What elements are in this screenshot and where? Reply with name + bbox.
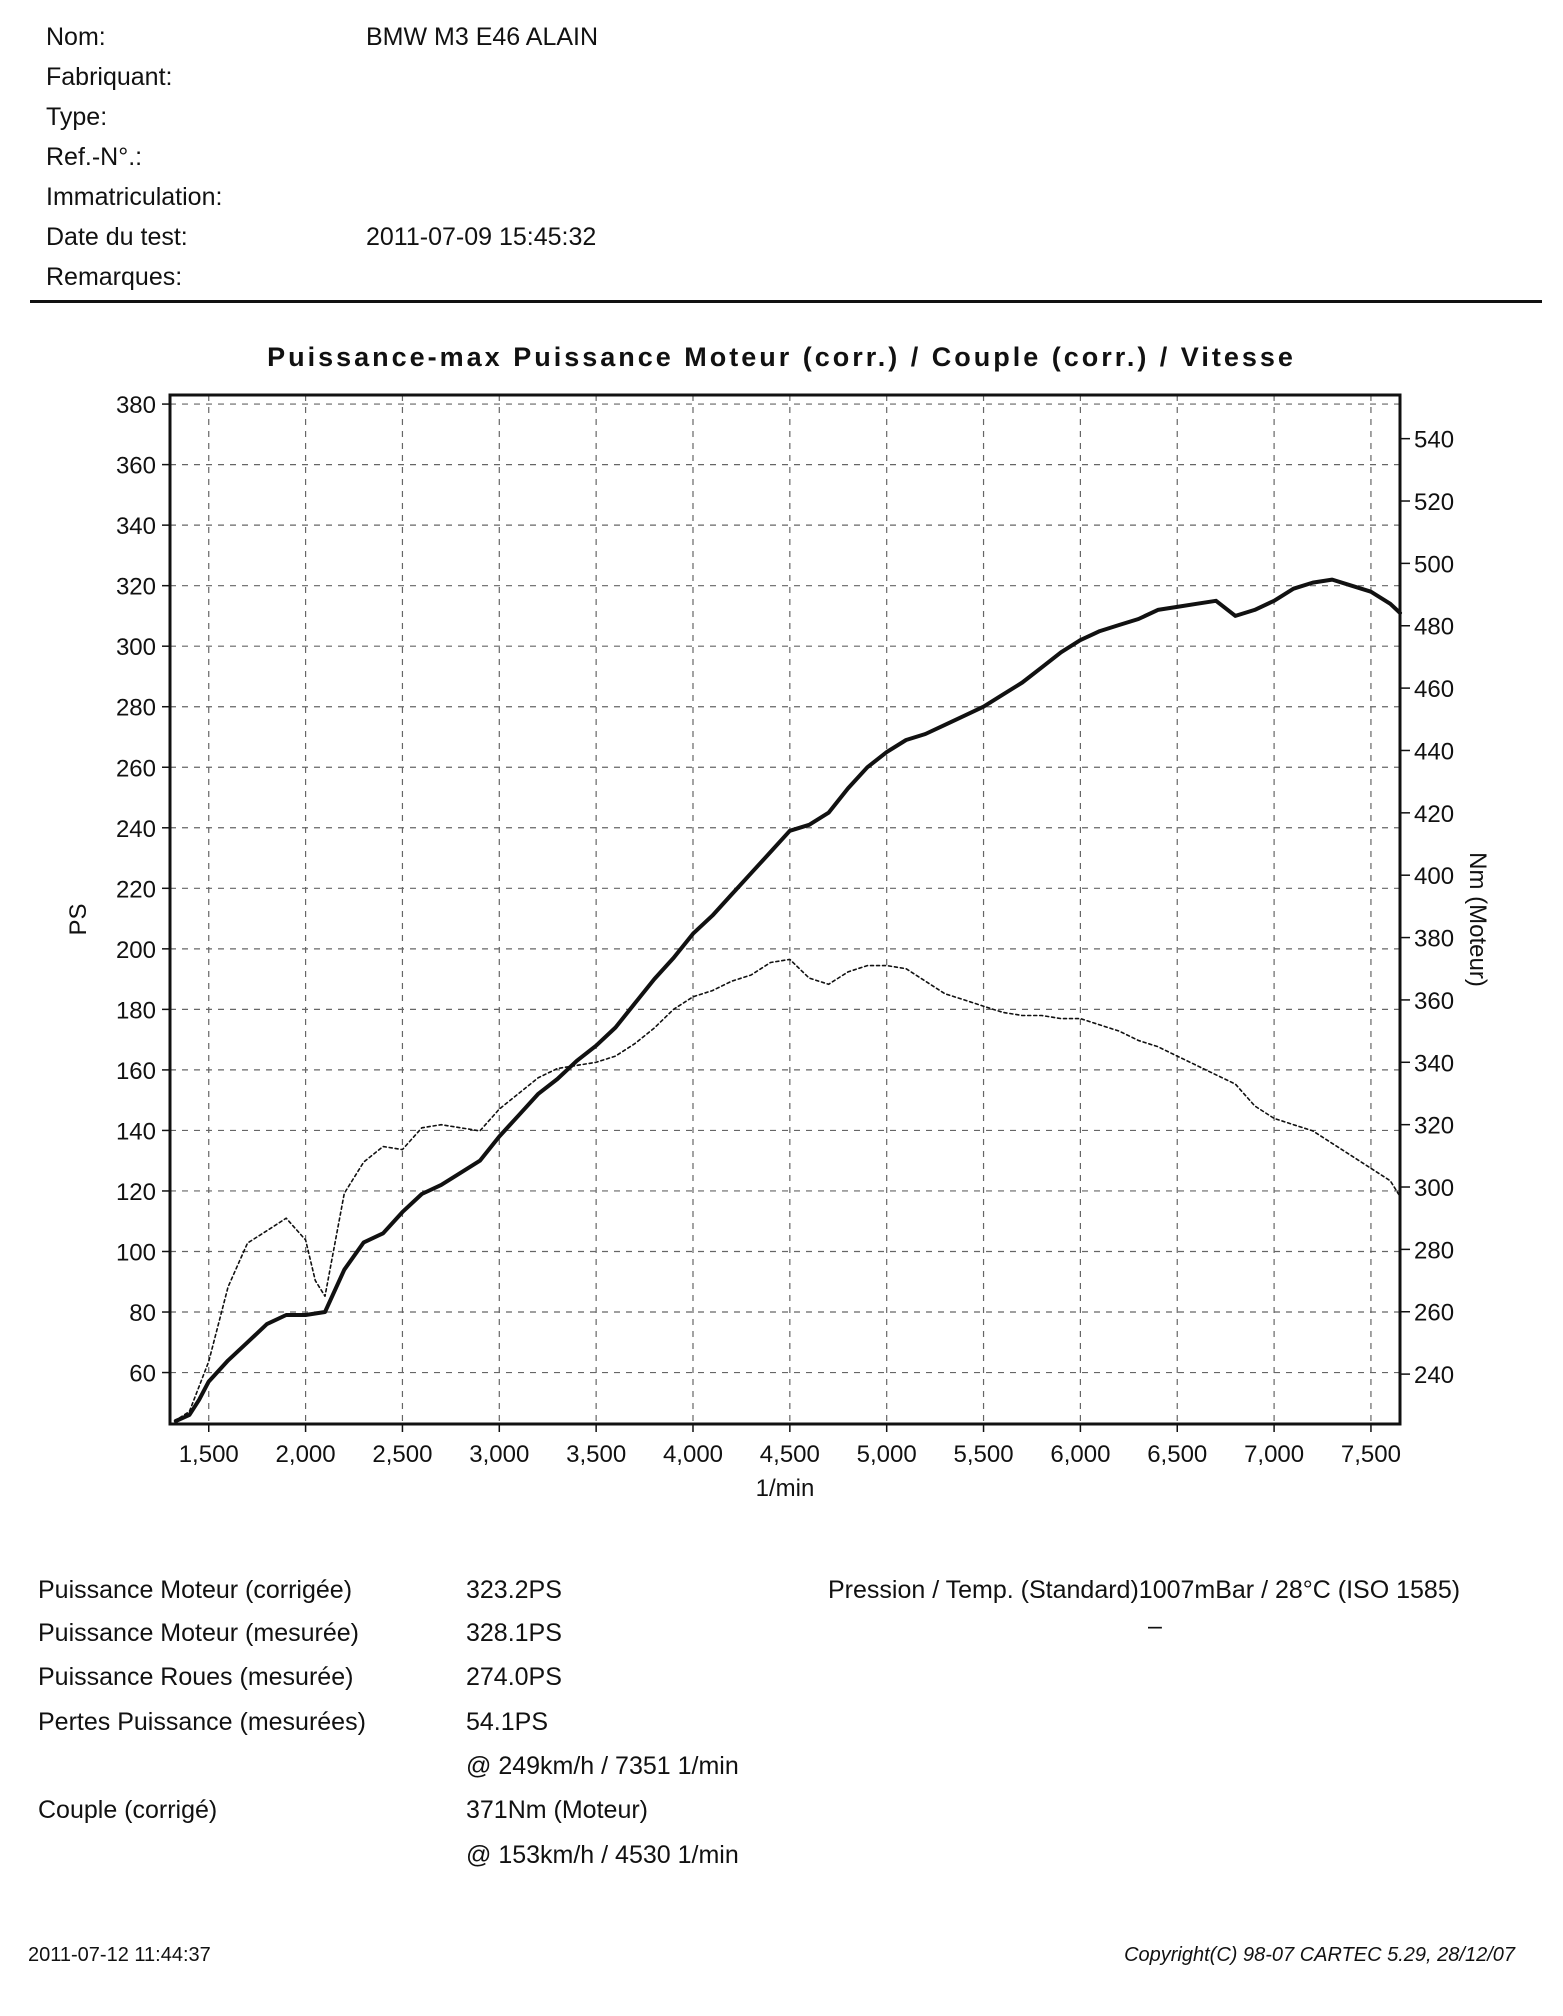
- y-right-tick-label: 380: [1414, 926, 1454, 953]
- field-label: Ref.-N°.:: [46, 143, 143, 171]
- y-left-tick-label: 140: [116, 1118, 156, 1145]
- x-tick-label: 1,500: [179, 1441, 239, 1468]
- pressure-dash: –: [1148, 1612, 1162, 1640]
- result-value: 274.0PS: [466, 1663, 562, 1691]
- y-right-tick-label: 240: [1414, 1362, 1454, 1389]
- chart-title: Puissance-max Puissance Moteur (corr.) /…: [267, 342, 1296, 372]
- copyright-notice: Copyright(C) 98-07 CARTEC 5.29, 28/12/07: [1124, 1944, 1515, 1966]
- field-label: Immatriculation:: [46, 183, 223, 211]
- y-right-tick-label: 460: [1414, 676, 1454, 703]
- x-tick-label: 7,000: [1244, 1441, 1304, 1468]
- y-right-tick-label: 300: [1414, 1175, 1454, 1202]
- y-right-tick-label: 420: [1414, 801, 1454, 828]
- field-value: 2011-07-09 15:45:32: [366, 223, 597, 251]
- result-label: Puissance Moteur (mesurée): [38, 1619, 359, 1647]
- y-left-tick-label: 80: [129, 1300, 156, 1327]
- y-right-tick-label: 480: [1414, 614, 1454, 641]
- x-tick-label: 6,000: [1050, 1441, 1110, 1468]
- x-tick-label: 5,500: [954, 1441, 1014, 1468]
- dyno-chart: 1,500 2,000 2,500 3,000 3,500 4,000 4,500 5,000…: [65, 392, 1491, 1502]
- y-left-tick-label: 320: [116, 574, 156, 601]
- result-value: 371Nm (Moteur): [466, 1796, 648, 1824]
- result-label: Puissance Roues (mesurée): [38, 1663, 354, 1691]
- y-right-tick-label: 500: [1414, 551, 1454, 578]
- result-value: 328.1PS: [466, 1619, 562, 1647]
- field-label: Fabriquant:: [46, 63, 173, 91]
- x-tick-label: 4,000: [663, 1441, 723, 1468]
- print-timestamp: 2011-07-12 11:44:37: [28, 1944, 211, 1966]
- x-tick-label: 6,500: [1147, 1441, 1207, 1468]
- x-tick-label: 2,000: [276, 1441, 336, 1468]
- y-left-tick-label: 280: [116, 695, 156, 722]
- x-tick-label: 3,500: [566, 1441, 626, 1468]
- y-right-tick-label: 340: [1414, 1050, 1454, 1077]
- x-tick-label: 5,000: [857, 1441, 917, 1468]
- field-label: Type:: [46, 103, 108, 131]
- pressure-temperature: Pression / Temp. (Standard)1007mBar / 28…: [828, 1576, 1461, 1604]
- field-label: Date du test:: [46, 223, 188, 251]
- field-value: BMW M3 E46 ALAIN: [366, 23, 599, 51]
- result-value: 323.2PS: [466, 1576, 562, 1604]
- y-left-tick-label: 160: [116, 1058, 156, 1085]
- result-label: Puissance Moteur (corrigée): [38, 1576, 353, 1604]
- y-left-tick-label: 200: [116, 937, 156, 964]
- y-left-tick-label: 340: [116, 513, 156, 540]
- series: [173, 577, 1402, 1423]
- y-right-tick-label: 260: [1414, 1300, 1454, 1327]
- torque-curve-line: [178, 958, 1401, 1419]
- result-value: @ 153km/h / 4530 1/min: [466, 1841, 739, 1869]
- field-label: Nom:: [46, 23, 106, 51]
- results-panel: Puissance Moteur (corrigée) 323.2PS Puis…: [38, 1576, 1538, 1896]
- y-right-tick-label: 400: [1414, 863, 1454, 890]
- result-value: 54.1PS: [466, 1708, 549, 1736]
- y-left-tick-label: 60: [129, 1361, 156, 1388]
- grid: [170, 395, 1400, 1424]
- plot-frame: [168, 393, 1402, 1426]
- field-label: Remarques:: [46, 263, 183, 291]
- y-left-tick-label: 220: [116, 876, 156, 903]
- x-axis-label: 1/min: [756, 1475, 815, 1502]
- y-left-tick-label: 260: [116, 755, 156, 782]
- x-tick-label: 7,500: [1341, 1441, 1401, 1468]
- y-left-tick-label: 240: [116, 816, 156, 843]
- y-right-tick-label: 440: [1414, 738, 1454, 765]
- y-left-tick-label: 120: [116, 1179, 156, 1206]
- y-left-tick-label: 380: [116, 392, 156, 419]
- x-tick-label: 2,500: [372, 1441, 432, 1468]
- result-label: Pertes Puissance (mesurées): [38, 1708, 366, 1736]
- y-right-tick-label: 280: [1414, 1237, 1454, 1264]
- result-label: Couple (corrigé): [38, 1796, 218, 1824]
- axis-ticks: 1,500 2,000 2,500 3,000 3,500 4,000 4,500 5,000…: [116, 392, 1454, 1468]
- y-left-tick-label: 180: [116, 997, 156, 1024]
- result-value: @ 249km/h / 7351 1/min: [466, 1752, 739, 1780]
- y-axis-right-label: Nm (Moteur): [1464, 852, 1491, 987]
- y-left-tick-label: 360: [116, 453, 156, 480]
- y-right-tick-label: 360: [1414, 988, 1454, 1015]
- y-right-tick-label: 520: [1414, 489, 1454, 516]
- x-tick-label: 3,000: [469, 1441, 529, 1468]
- y-left-tick-label: 100: [116, 1239, 156, 1266]
- header-divider: [30, 300, 1542, 303]
- y-right-tick-label: 320: [1414, 1113, 1454, 1140]
- y-left-tick-label: 300: [116, 634, 156, 661]
- power-curve-line: [173, 577, 1402, 1423]
- x-tick-label: 4,500: [760, 1441, 820, 1468]
- y-axis-left-label: PS: [65, 903, 92, 935]
- y-right-tick-label: 540: [1414, 427, 1454, 454]
